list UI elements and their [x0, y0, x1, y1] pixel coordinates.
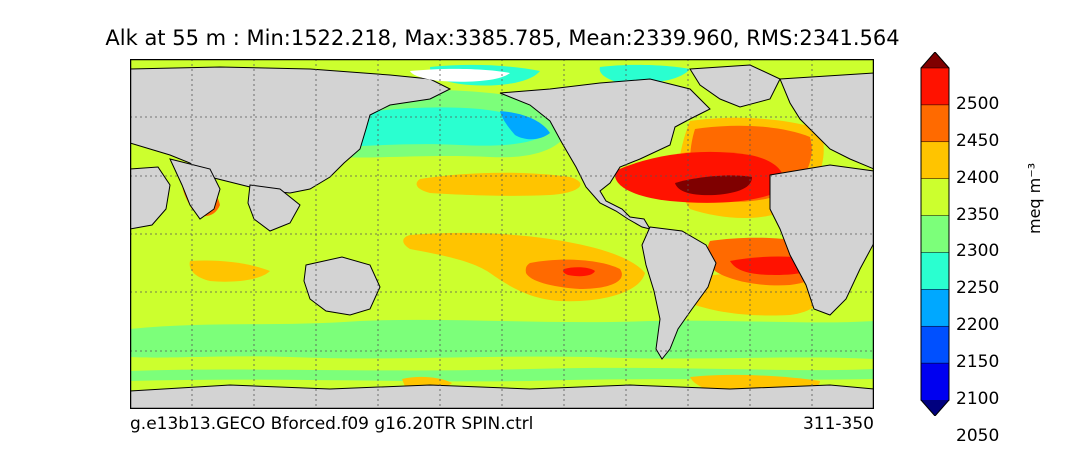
colorbar-extend-top: [921, 52, 949, 68]
colorbar-segment: [920, 141, 950, 180]
land-layer: [130, 64, 874, 409]
colorbar-segment: [920, 104, 950, 143]
arctic-ice: [410, 68, 510, 82]
land-europe-east: [779, 72, 874, 170]
colorbar-tick-label: 2450: [956, 130, 1000, 151]
land-australia: [303, 256, 381, 316]
colorbar-segment: [920, 67, 950, 106]
colorbar-segment: [920, 215, 950, 254]
colorbar-tick-label: 2300: [956, 241, 1000, 262]
colorbar-units: meq m⁻³: [1025, 162, 1044, 234]
land-south-america: [641, 226, 717, 360]
map-frame: [130, 59, 874, 409]
colorbar-tick-label: 2100: [956, 389, 1000, 409]
colorbar-outline: [920, 52, 950, 416]
contour-2200-arctic2: [599, 64, 690, 84]
colorbar-segment: [920, 325, 950, 364]
colorbar-segment: [920, 178, 950, 217]
land-greenland: [689, 64, 781, 108]
colorbar-tick-label: 2500: [956, 93, 1000, 114]
colorbar: [920, 52, 950, 416]
graticule: [130, 59, 874, 409]
land-africa-west: [130, 166, 171, 230]
alkalinity-map: [130, 59, 874, 409]
year-range: 311-350: [802, 414, 874, 434]
contour-2350-indian: [189, 260, 270, 282]
land-north-america: [499, 78, 711, 230]
colorbar-segment: [920, 252, 950, 291]
map-title: Alk at 55 m : Min:1522.218, Max:3385.785…: [105, 26, 900, 50]
colorbar-tick-label: 2350: [956, 204, 1000, 225]
land-india: [169, 158, 221, 220]
contour-2350-npac: [416, 172, 581, 196]
colorbar-segment: [920, 362, 950, 401]
contour-2450-natl: [614, 151, 784, 203]
colorbar-extend-bottom: [921, 400, 949, 416]
contour-2150-npac: [500, 111, 550, 140]
colorbar-tick-label: 2200: [956, 315, 1000, 336]
colorbar-segment: [920, 289, 950, 327]
contour-2450-spac: [563, 267, 595, 277]
colorbar-tick-label: 2250: [956, 278, 1000, 299]
land-se-asia: [247, 184, 301, 232]
colorbar-tick-label: 2050: [956, 425, 1000, 446]
run-name: g.e13b13.GECO Bforced.f09 g16.20TR SPIN.…: [130, 414, 534, 434]
colorbar-tick-label: 2400: [956, 167, 1000, 188]
contour-2500-natl: [675, 175, 752, 196]
land-africa: [769, 164, 874, 316]
colorbar-tick-label: 2150: [956, 352, 1000, 373]
